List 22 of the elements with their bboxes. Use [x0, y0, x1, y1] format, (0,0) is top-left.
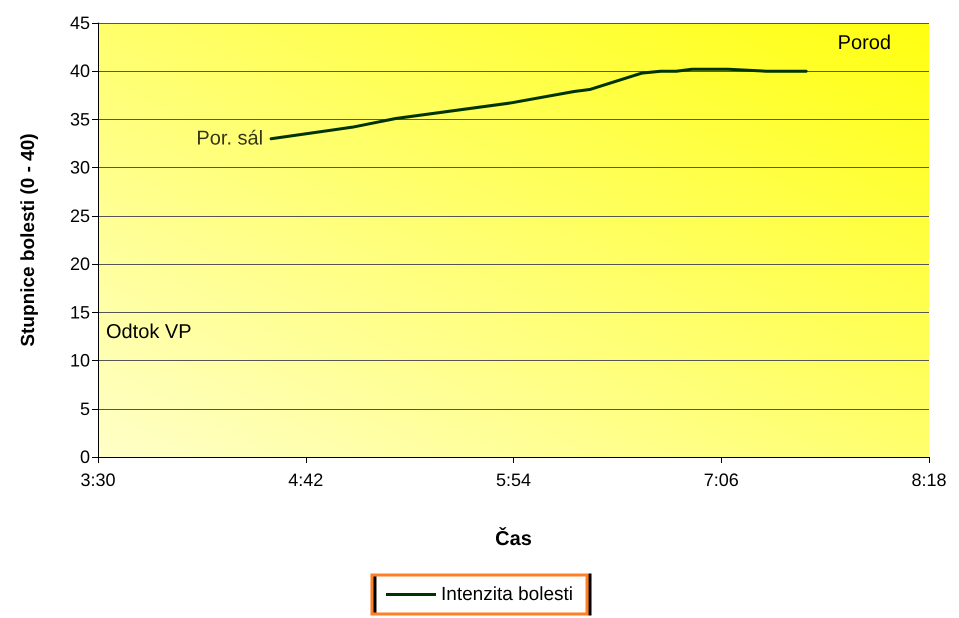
y-tick-label: 15: [70, 302, 90, 322]
y-tick-label: 40: [70, 61, 90, 82]
y-tick-label: 30: [70, 158, 90, 178]
y-tick-label: 25: [70, 206, 90, 226]
annotation: Por. sál: [196, 128, 264, 150]
y-tick-label: 20: [70, 254, 90, 274]
x-axis-title: Čas: [495, 527, 532, 550]
y-tick-label: 35: [70, 109, 90, 130]
annotation: Odtok VP: [106, 321, 192, 343]
y-tick-label: 5: [80, 398, 90, 419]
x-tick-label: 7:06: [704, 470, 739, 490]
x-tick-label: 5:54: [496, 470, 532, 490]
y-axis-title: Stupnice bolesti (0 - 40): [18, 133, 39, 347]
x-tick-label: 4:42: [288, 470, 324, 490]
y-tick-label: 45: [70, 13, 90, 33]
y-tick-label: 0: [80, 447, 90, 467]
x-tick-label: 8:18: [911, 470, 947, 490]
x-tick-label: 3:30: [80, 470, 116, 490]
y-tick-label: 10: [70, 350, 90, 371]
legend-label: Intenzita bolesti: [440, 584, 574, 605]
annotation: Porod: [838, 32, 892, 54]
line-series: [270, 68, 808, 140]
